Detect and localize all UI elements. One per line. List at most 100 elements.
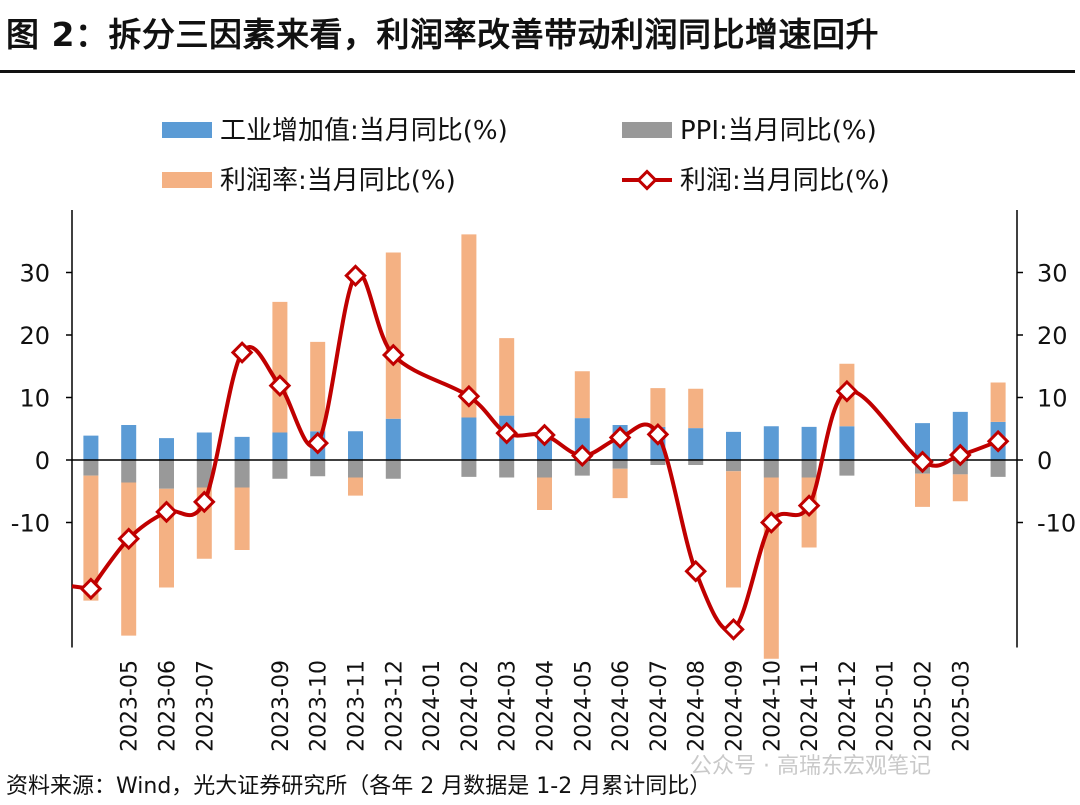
- y-tick-label-right: 30: [1037, 260, 1068, 288]
- x-tick-label: 2024-07: [647, 660, 672, 752]
- bar-profit-margin: [726, 471, 741, 588]
- x-tick-label: 2025-01: [874, 660, 899, 752]
- watermark: 公众号 · 高瑞东宏观笔记: [690, 754, 931, 779]
- bar-profit-margin: [385, 252, 401, 419]
- y-tick-label-right: 20: [1037, 322, 1068, 350]
- bar-industrial-output: [461, 417, 477, 460]
- profit-marker: [684, 559, 708, 583]
- figure-title: 图 2：拆分三因素来看，利润率改善带动利润同比增速回升: [6, 15, 879, 54]
- x-tick-label: 2024-04: [534, 660, 559, 752]
- bar-ppi: [159, 460, 174, 489]
- bar-ppi: [121, 460, 137, 483]
- bar-ppi: [499, 460, 515, 478]
- legend-label: 工业增加值:当月同比(%): [220, 116, 508, 146]
- bar-ppi: [839, 460, 855, 476]
- bar-profit-margin: [310, 341, 326, 432]
- bar-profit-margin: [650, 388, 666, 427]
- profit-marker: [457, 384, 481, 408]
- bar-industrial-output: [688, 428, 704, 460]
- bar-ppi: [83, 460, 99, 476]
- bar-layer: [83, 234, 1006, 659]
- bar-profit-margin: [348, 477, 363, 496]
- bar-industrial-output: [801, 426, 817, 460]
- bar-profit-margin: [952, 474, 968, 502]
- bar-industrial-output: [915, 423, 930, 460]
- bar-profit-margin: [763, 477, 779, 659]
- profit-line-layer: [71, 264, 1010, 641]
- legend-swatch-marker: [636, 169, 658, 191]
- x-tick-label: 2023-05: [118, 660, 143, 752]
- x-tick-label: 2024-10: [760, 660, 785, 752]
- source-note: 资料来源：Wind，光大证券研究所（各年 2 月数据是 1-2 月累计同比）: [6, 774, 712, 799]
- bar-ppi: [726, 460, 741, 472]
- profit-marker: [570, 444, 594, 467]
- bar-ppi: [688, 460, 704, 465]
- profit-marker: [759, 511, 783, 534]
- bar-profit-margin: [499, 338, 515, 416]
- profit-marker: [230, 341, 254, 364]
- bar-profit-margin: [121, 482, 137, 636]
- bar-profit-margin: [612, 468, 628, 499]
- chart: 工业增加值:当月同比(%) PPI:当月同比(%) 利润率:当月同比(%) 利润:当月…: [11, 116, 1076, 752]
- profit-marker: [344, 264, 367, 287]
- bar-ppi: [234, 460, 250, 488]
- x-tick-label: 2024-01: [420, 660, 445, 752]
- profit-marker: [722, 618, 745, 641]
- bar-ppi: [537, 460, 552, 478]
- x-tick-label: 2025-03: [949, 660, 974, 752]
- bar-industrial-output: [234, 436, 250, 460]
- bar-profit-margin: [234, 487, 250, 550]
- x-tick-label: 2024-09: [723, 660, 748, 752]
- profit-marker: [306, 431, 330, 455]
- bar-ppi: [348, 460, 363, 478]
- y-tick-label-left: 30: [19, 260, 50, 288]
- legend-label: PPI:当月同比(%): [680, 116, 877, 146]
- profit-marker: [835, 379, 859, 403]
- x-tick-label: 2024-03: [496, 660, 521, 752]
- y-tick-label-left: -10: [11, 510, 50, 538]
- x-tick-label: 2023-07: [193, 660, 218, 752]
- x-tick-label: 2025-02: [912, 660, 937, 752]
- profit-marker: [533, 423, 556, 447]
- bar-ppi: [763, 460, 779, 478]
- bar-industrial-output: [83, 435, 99, 460]
- y-tick-label-left: 10: [19, 385, 50, 413]
- bar-profit-margin: [537, 477, 552, 510]
- profit-marker: [797, 494, 821, 517]
- bar-industrial-output: [272, 432, 288, 460]
- bar-ppi: [801, 460, 817, 478]
- chart-axes: [71, 210, 1018, 648]
- profit-marker: [646, 423, 670, 446]
- bar-industrial-output: [385, 418, 401, 460]
- bar-industrial-output: [763, 426, 779, 460]
- bar-industrial-output: [348, 431, 363, 460]
- bar-profit-margin: [990, 382, 1006, 422]
- y-tick-label-right: 10: [1037, 385, 1068, 413]
- x-axis: 2023-05 2023-06 2023-07 2023-09 2023-10 2023-…: [118, 660, 975, 752]
- profit-marker: [608, 426, 632, 449]
- bar-profit-margin: [461, 234, 477, 418]
- bar-ppi: [385, 460, 401, 479]
- bar-ppi: [272, 460, 288, 479]
- x-tick-label: 2024-12: [836, 660, 861, 752]
- bar-profit-margin: [272, 301, 288, 433]
- bar-ppi: [310, 460, 326, 477]
- y-tick-label-left: 20: [19, 322, 50, 350]
- profit-marker: [155, 500, 178, 524]
- profit-marker: [495, 421, 519, 445]
- profit-marker: [948, 443, 972, 467]
- bar-ppi: [461, 460, 477, 477]
- bar-profit-margin: [574, 371, 590, 419]
- title-divider: [0, 70, 1075, 73]
- profit-marker: [381, 343, 405, 367]
- y-axis-left: -10 0 10 20 30: [11, 260, 72, 538]
- y-tick-label-left: 0: [35, 447, 50, 475]
- x-tick-label: 2023-12: [382, 660, 407, 752]
- bar-profit-margin: [688, 388, 704, 429]
- x-tick-label: 2023-11: [345, 660, 370, 752]
- bar-ppi: [650, 460, 666, 465]
- profit-marker: [911, 450, 934, 474]
- bar-industrial-output: [196, 432, 212, 460]
- y-tick-label-right: -10: [1037, 510, 1076, 538]
- profit-line: [71, 271, 999, 633]
